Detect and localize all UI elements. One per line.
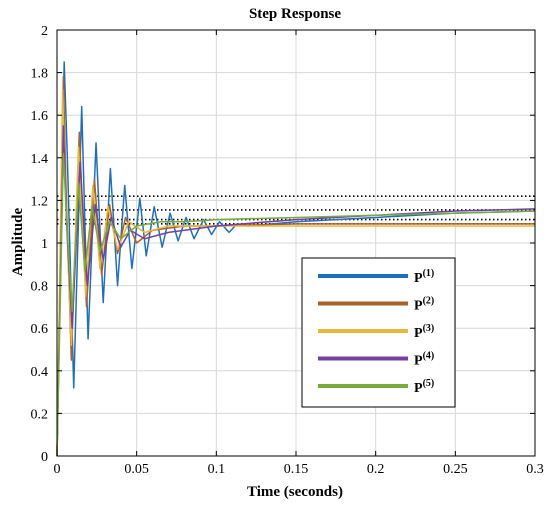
- series-line-p3: [56, 88, 535, 457]
- chart-title: Step Response: [249, 6, 341, 22]
- legend-label-base: P: [414, 381, 423, 396]
- legend: P(1)P(2)P(3)P(4)P(5): [301, 257, 456, 408]
- x-tick-label: 0.05: [124, 462, 149, 477]
- y-tick-label: 0.8: [31, 280, 49, 295]
- legend-label-superscript: (4): [423, 351, 435, 362]
- legend-label-base: P: [414, 354, 423, 369]
- grid: [57, 30, 535, 456]
- legend-label-p4: P(4): [414, 351, 434, 369]
- legend-label-superscript: (2): [423, 296, 435, 307]
- x-axis-label: Time (seconds): [247, 484, 343, 500]
- x-tick-label: 0.25: [443, 462, 468, 477]
- y-tick-label: 0: [41, 450, 48, 465]
- legend-label-base: P: [414, 271, 423, 286]
- y-tick-label: 1: [41, 237, 48, 252]
- legend-label-base: P: [414, 326, 423, 341]
- y-tick-label: 0.4: [31, 365, 49, 380]
- y-axis-label: Amplitude: [10, 207, 26, 276]
- y-tick-label: 1.2: [31, 194, 49, 209]
- y-tick-label: 1.8: [31, 67, 49, 82]
- legend-label-p5: P(5): [414, 378, 434, 396]
- y-tick-label: 2: [41, 24, 48, 39]
- y-tick-label: 1.6: [31, 109, 49, 124]
- series-line-p5: [56, 152, 536, 457]
- legend-label-p2: P(2): [414, 296, 434, 314]
- y-tick-label: 0.2: [31, 407, 49, 422]
- legend-label-superscript: (1): [423, 268, 435, 279]
- x-tick-label: 0: [54, 462, 61, 477]
- x-tick-label: 0.15: [284, 462, 309, 477]
- legend-label-superscript: (3): [423, 323, 435, 334]
- x-tick-label: 0.2: [367, 462, 385, 477]
- x-tick-label: 0.3: [526, 462, 544, 477]
- legend-label-p1: P(1): [414, 268, 434, 286]
- legend-label-p3: P(3): [414, 323, 434, 341]
- y-tick-label: 0.6: [31, 322, 49, 337]
- legend-label-superscript: (5): [423, 378, 435, 389]
- x-tick-label: 0.1: [208, 462, 226, 477]
- y-tick-label: 1.4: [31, 152, 49, 167]
- x-axis-ticks: 0 0.05 0.1 0.15 0.2 0.25 0.3: [54, 30, 544, 477]
- y-axis-ticks: 0 0.2 0.4 0.6 0.8 1 1.2 1.4 1.6 1.8 2: [31, 24, 535, 465]
- series-lines: [56, 61, 536, 457]
- legend-label-base: P: [414, 299, 423, 314]
